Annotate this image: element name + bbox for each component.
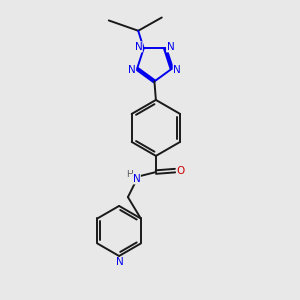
Text: H: H [127,169,134,178]
Text: O: O [177,166,185,176]
Text: N: N [134,42,142,52]
Text: N: N [133,174,140,184]
Text: N: N [128,65,136,75]
Text: N: N [116,257,124,268]
Text: N: N [167,42,174,52]
Text: N: N [173,65,181,75]
